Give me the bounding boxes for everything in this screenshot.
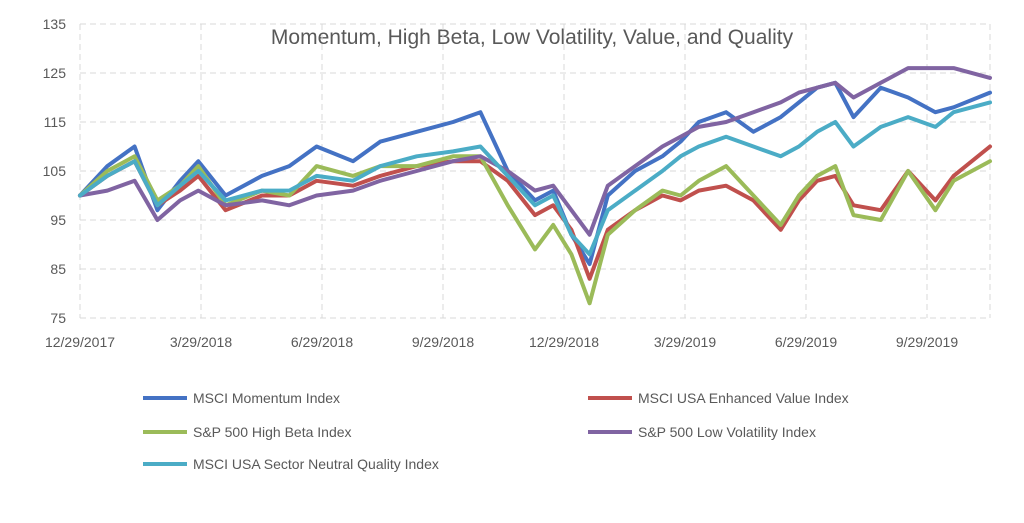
x-tick-label: 12/29/2018: [529, 334, 599, 350]
y-tick-label: 115: [44, 114, 67, 130]
series-line-1: [78, 144, 992, 281]
x-tick-label: 12/29/2017: [45, 334, 115, 350]
series-line-2: [78, 154, 992, 306]
grid-lines: [79, 23, 991, 319]
x-tick-label: 9/29/2018: [412, 334, 474, 350]
y-tick-label: 105: [43, 163, 67, 179]
x-tick-label: 6/29/2019: [775, 334, 837, 350]
y-tick-label: 85: [50, 261, 66, 277]
x-axis: 12/29/2017 3/29/2018 6/29/2018 9/29/2018 12/…: [45, 334, 958, 350]
y-tick-label: 75: [50, 310, 66, 326]
y-axis: 75 85 95 105 115 125 135: [43, 16, 67, 326]
series-lines: [78, 66, 992, 306]
x-tick-label: 6/29/2018: [291, 334, 353, 350]
x-tick-label: 3/29/2018: [170, 334, 232, 350]
chart-title: Momentum, High Beta, Low Volatility, Val…: [271, 26, 794, 49]
series-line-3: [78, 66, 992, 237]
series-line-4: [78, 100, 992, 257]
y-tick-label: 135: [43, 16, 67, 32]
y-tick-label: 95: [50, 212, 66, 228]
y-tick-label: 125: [43, 65, 67, 81]
x-tick-label: 9/29/2019: [896, 334, 958, 350]
series-line-0: [78, 80, 992, 267]
x-tick-label: 3/29/2019: [654, 334, 716, 350]
